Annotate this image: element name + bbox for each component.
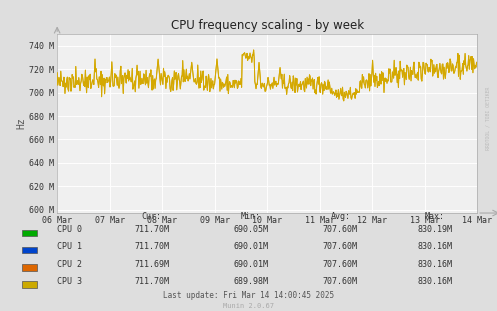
Text: Munin 2.0.67: Munin 2.0.67 <box>223 303 274 309</box>
Text: CPU 1: CPU 1 <box>57 242 82 251</box>
Text: 707.60M: 707.60M <box>323 225 358 234</box>
Text: RRDTOOL / TOBI OETIKER: RRDTOOL / TOBI OETIKER <box>486 86 491 150</box>
Text: CPU 3: CPU 3 <box>57 276 82 285</box>
Text: 707.60M: 707.60M <box>323 242 358 251</box>
Text: 690.05M: 690.05M <box>234 225 268 234</box>
Text: 830.19M: 830.19M <box>417 225 452 234</box>
Text: CPU 0: CPU 0 <box>57 225 82 234</box>
Text: 711.70M: 711.70M <box>134 276 169 285</box>
Text: 830.16M: 830.16M <box>417 242 452 251</box>
Text: 707.60M: 707.60M <box>323 259 358 268</box>
Text: Min:: Min: <box>241 212 261 221</box>
Text: Last update: Fri Mar 14 14:00:45 2025: Last update: Fri Mar 14 14:00:45 2025 <box>163 291 334 300</box>
Text: Avg:: Avg: <box>331 212 350 221</box>
Text: Max:: Max: <box>425 212 445 221</box>
Text: 711.70M: 711.70M <box>134 242 169 251</box>
Text: 830.16M: 830.16M <box>417 276 452 285</box>
Text: 690.01M: 690.01M <box>234 242 268 251</box>
Text: 711.69M: 711.69M <box>134 259 169 268</box>
Y-axis label: Hz: Hz <box>16 118 27 129</box>
Text: CPU 2: CPU 2 <box>57 259 82 268</box>
Text: 707.60M: 707.60M <box>323 276 358 285</box>
Text: 690.01M: 690.01M <box>234 259 268 268</box>
Text: 711.70M: 711.70M <box>134 225 169 234</box>
Text: Cur:: Cur: <box>142 212 162 221</box>
Text: 830.16M: 830.16M <box>417 259 452 268</box>
Title: CPU frequency scaling - by week: CPU frequency scaling - by week <box>170 19 364 32</box>
Text: 689.98M: 689.98M <box>234 276 268 285</box>
